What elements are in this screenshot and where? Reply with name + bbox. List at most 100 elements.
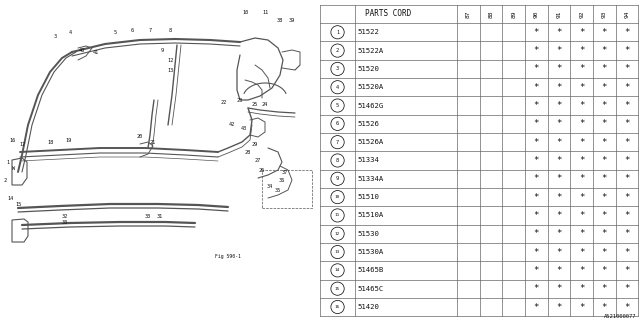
Text: 10: 10	[335, 195, 340, 199]
Text: 13: 13	[167, 68, 173, 73]
Text: *: *	[556, 174, 562, 183]
Text: 2: 2	[336, 48, 339, 53]
Text: *: *	[556, 28, 562, 37]
Text: 6: 6	[131, 28, 134, 34]
Text: *: *	[579, 193, 584, 202]
Text: *: *	[602, 229, 607, 238]
Text: 87: 87	[466, 10, 471, 18]
Text: *: *	[602, 83, 607, 92]
Text: *: *	[556, 193, 562, 202]
Text: *: *	[625, 266, 630, 275]
Text: 35: 35	[275, 188, 281, 194]
Text: 15: 15	[335, 287, 340, 291]
Text: *: *	[602, 119, 607, 128]
Text: 38: 38	[277, 18, 283, 22]
Text: *: *	[602, 211, 607, 220]
Text: *: *	[602, 156, 607, 165]
Text: 8: 8	[168, 28, 172, 34]
Text: 51465B: 51465B	[358, 268, 384, 273]
Text: 1: 1	[6, 159, 10, 164]
Text: *: *	[556, 119, 562, 128]
Text: *: *	[579, 64, 584, 73]
Text: *: *	[534, 46, 539, 55]
Text: *: *	[534, 156, 539, 165]
Text: *: *	[556, 64, 562, 73]
Text: *: *	[602, 64, 607, 73]
Text: *: *	[602, 28, 607, 37]
Text: *: *	[556, 284, 562, 293]
Text: 41: 41	[93, 51, 99, 55]
Text: 37: 37	[282, 170, 288, 174]
Text: *: *	[625, 101, 630, 110]
Text: 12: 12	[167, 58, 173, 62]
Text: 27: 27	[255, 157, 261, 163]
Text: 51510A: 51510A	[358, 212, 384, 219]
Text: *: *	[534, 64, 539, 73]
Text: *: *	[534, 193, 539, 202]
Text: *: *	[556, 211, 562, 220]
Text: *: *	[625, 28, 630, 37]
Text: *: *	[579, 119, 584, 128]
Text: 12: 12	[335, 232, 340, 236]
Text: *: *	[534, 101, 539, 110]
Text: *: *	[579, 46, 584, 55]
Text: 51526A: 51526A	[358, 139, 384, 145]
Text: *: *	[579, 229, 584, 238]
Text: 24: 24	[262, 102, 268, 108]
Text: *: *	[534, 174, 539, 183]
Text: *: *	[579, 101, 584, 110]
Text: 22: 22	[221, 100, 227, 105]
Text: 51530: 51530	[358, 231, 380, 237]
Text: 11: 11	[262, 10, 268, 14]
Text: 94: 94	[625, 10, 630, 18]
Text: *: *	[556, 156, 562, 165]
Text: *: *	[579, 211, 584, 220]
Text: 7: 7	[336, 140, 339, 145]
Text: 36: 36	[279, 178, 285, 182]
Text: *: *	[625, 229, 630, 238]
Text: *: *	[556, 46, 562, 55]
Text: *: *	[602, 193, 607, 202]
Text: 39: 39	[289, 18, 295, 22]
Text: 14: 14	[335, 268, 340, 272]
Text: 5: 5	[113, 29, 116, 35]
Text: *: *	[625, 174, 630, 183]
Text: 23: 23	[237, 98, 243, 102]
Text: *: *	[625, 46, 630, 55]
Text: 51465C: 51465C	[358, 286, 384, 292]
Text: 51510: 51510	[358, 194, 380, 200]
Text: 6: 6	[336, 121, 339, 126]
Text: *: *	[625, 138, 630, 147]
Text: 33: 33	[62, 220, 68, 226]
Text: 7: 7	[148, 28, 152, 34]
Text: *: *	[556, 229, 562, 238]
Text: 43: 43	[241, 125, 247, 131]
Text: *: *	[602, 138, 607, 147]
Text: 40: 40	[79, 47, 85, 52]
Text: *: *	[534, 211, 539, 220]
Text: 1: 1	[336, 30, 339, 35]
Text: *: *	[602, 266, 607, 275]
Text: *: *	[625, 64, 630, 73]
Text: *: *	[534, 266, 539, 275]
Text: *: *	[625, 156, 630, 165]
Text: 51520: 51520	[358, 66, 380, 72]
Text: 93: 93	[602, 10, 607, 18]
Text: A521000077: A521000077	[604, 314, 637, 319]
Text: W: W	[12, 165, 15, 171]
Text: Fig 590-1: Fig 590-1	[215, 254, 241, 259]
Text: *: *	[579, 266, 584, 275]
Text: *: *	[602, 248, 607, 257]
Text: *: *	[602, 46, 607, 55]
Text: 15: 15	[15, 202, 21, 206]
Text: *: *	[602, 284, 607, 293]
Text: *: *	[625, 248, 630, 257]
Text: *: *	[534, 229, 539, 238]
Text: 32: 32	[62, 213, 68, 219]
Text: *: *	[534, 248, 539, 257]
Text: 91: 91	[557, 10, 561, 18]
Text: 3: 3	[53, 34, 56, 38]
Text: 51520A: 51520A	[358, 84, 384, 90]
Text: 16: 16	[335, 305, 340, 309]
Text: 88: 88	[488, 10, 493, 18]
